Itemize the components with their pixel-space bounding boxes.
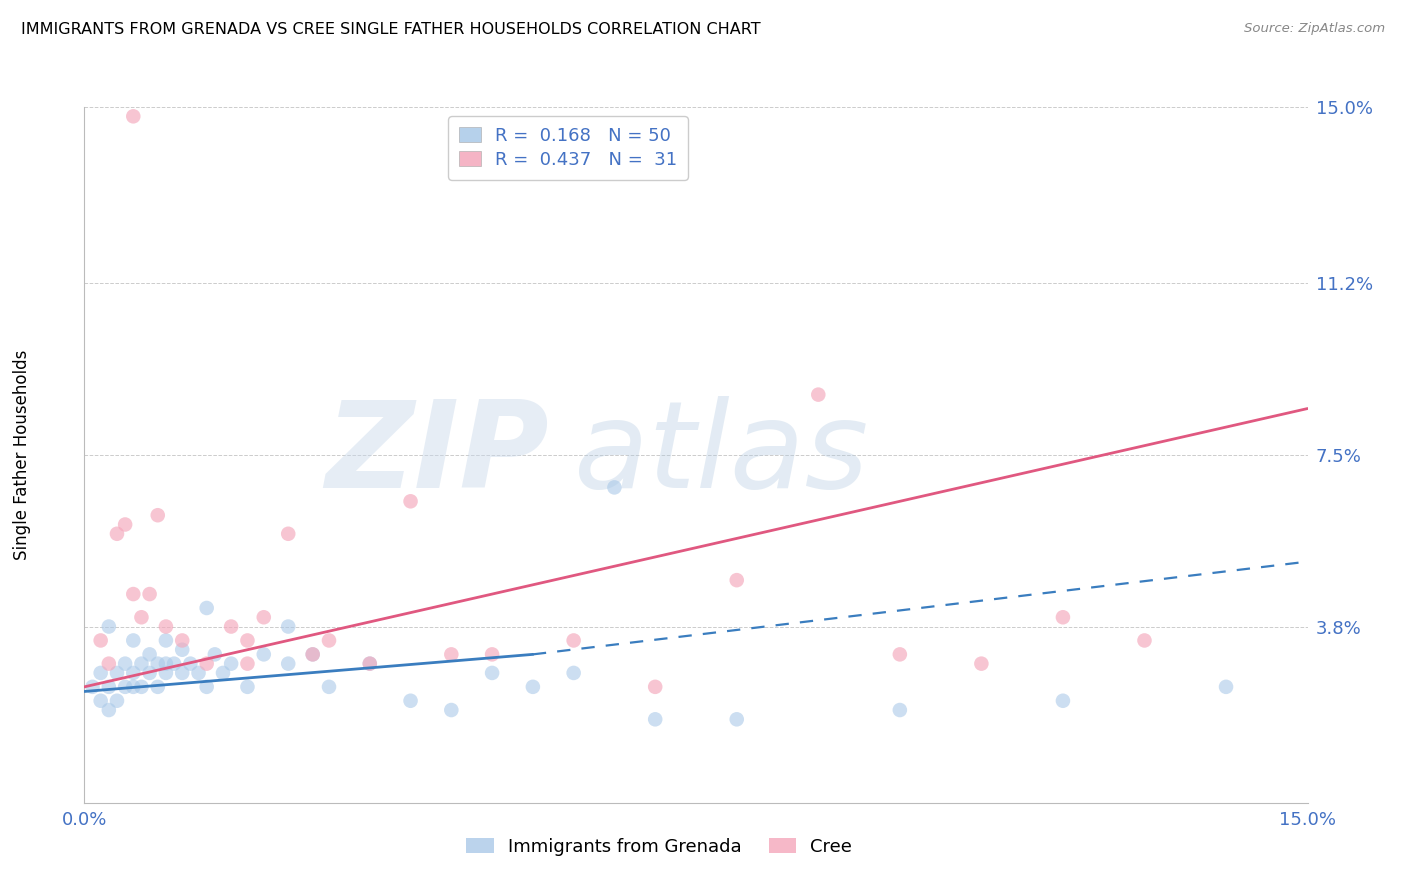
Point: [562, 633, 585, 648]
Point: [187, 665, 209, 680]
Point: [97, 619, 120, 633]
Text: IMMIGRANTS FROM GRENADA VS CREE SINGLE FATHER HOUSEHOLDS CORRELATION CHART: IMMIGRANTS FROM GRENADA VS CREE SINGLE F…: [21, 22, 761, 37]
Point: [97, 703, 120, 717]
Point: [725, 712, 748, 726]
Point: [195, 680, 218, 694]
Text: atlas: atlas: [574, 396, 869, 514]
Point: [236, 657, 259, 671]
Point: [97, 657, 120, 671]
Point: [146, 657, 169, 671]
Point: [131, 680, 153, 694]
Point: [253, 648, 276, 662]
Point: [195, 657, 218, 671]
Point: [195, 601, 218, 615]
Point: [522, 680, 544, 694]
Point: [172, 665, 194, 680]
Point: [122, 633, 145, 648]
Point: [114, 657, 136, 671]
Point: [97, 680, 120, 694]
Point: [277, 657, 299, 671]
Point: [277, 526, 299, 541]
Point: [122, 109, 145, 123]
Point: [163, 657, 186, 671]
Text: ZIP: ZIP: [325, 396, 550, 514]
Point: [131, 657, 153, 671]
Point: [889, 648, 911, 662]
Point: [138, 665, 160, 680]
Point: [155, 665, 177, 680]
Point: [204, 648, 226, 662]
Point: [603, 480, 626, 494]
Point: [562, 665, 585, 680]
Point: [179, 657, 201, 671]
Point: [212, 665, 235, 680]
Point: [807, 387, 830, 401]
Point: [155, 657, 177, 671]
Y-axis label: Single Father Households: Single Father Households: [13, 350, 31, 560]
Point: [359, 657, 381, 671]
Point: [277, 619, 299, 633]
Text: Source: ZipAtlas.com: Source: ZipAtlas.com: [1244, 22, 1385, 36]
Point: [725, 573, 748, 587]
Point: [122, 665, 145, 680]
Point: [122, 680, 145, 694]
Point: [219, 657, 242, 671]
Point: [90, 694, 112, 708]
Point: [644, 712, 666, 726]
Point: [481, 665, 503, 680]
Point: [146, 680, 169, 694]
Point: [172, 642, 194, 657]
Point: [131, 610, 153, 624]
Point: [1133, 633, 1156, 648]
Point: [146, 508, 169, 523]
Point: [644, 680, 666, 694]
Point: [90, 633, 112, 648]
Point: [301, 648, 323, 662]
Point: [138, 587, 160, 601]
Point: [318, 680, 340, 694]
Point: [138, 648, 160, 662]
Point: [236, 680, 259, 694]
Point: [440, 703, 463, 717]
Point: [155, 633, 177, 648]
Point: [301, 648, 323, 662]
Point: [440, 648, 463, 662]
Point: [114, 680, 136, 694]
Point: [889, 703, 911, 717]
Point: [172, 633, 194, 648]
Point: [1052, 610, 1074, 624]
Point: [970, 657, 993, 671]
Point: [399, 694, 422, 708]
Point: [155, 619, 177, 633]
Point: [481, 648, 503, 662]
Point: [359, 657, 381, 671]
Point: [122, 587, 145, 601]
Point: [1215, 680, 1237, 694]
Point: [105, 665, 128, 680]
Point: [253, 610, 276, 624]
Legend: Immigrants from Grenada, Cree: Immigrants from Grenada, Cree: [460, 831, 859, 863]
Point: [90, 665, 112, 680]
Point: [105, 526, 128, 541]
Point: [82, 680, 104, 694]
Point: [114, 517, 136, 532]
Point: [105, 694, 128, 708]
Point: [318, 633, 340, 648]
Point: [219, 619, 242, 633]
Point: [236, 633, 259, 648]
Point: [399, 494, 422, 508]
Point: [1052, 694, 1074, 708]
